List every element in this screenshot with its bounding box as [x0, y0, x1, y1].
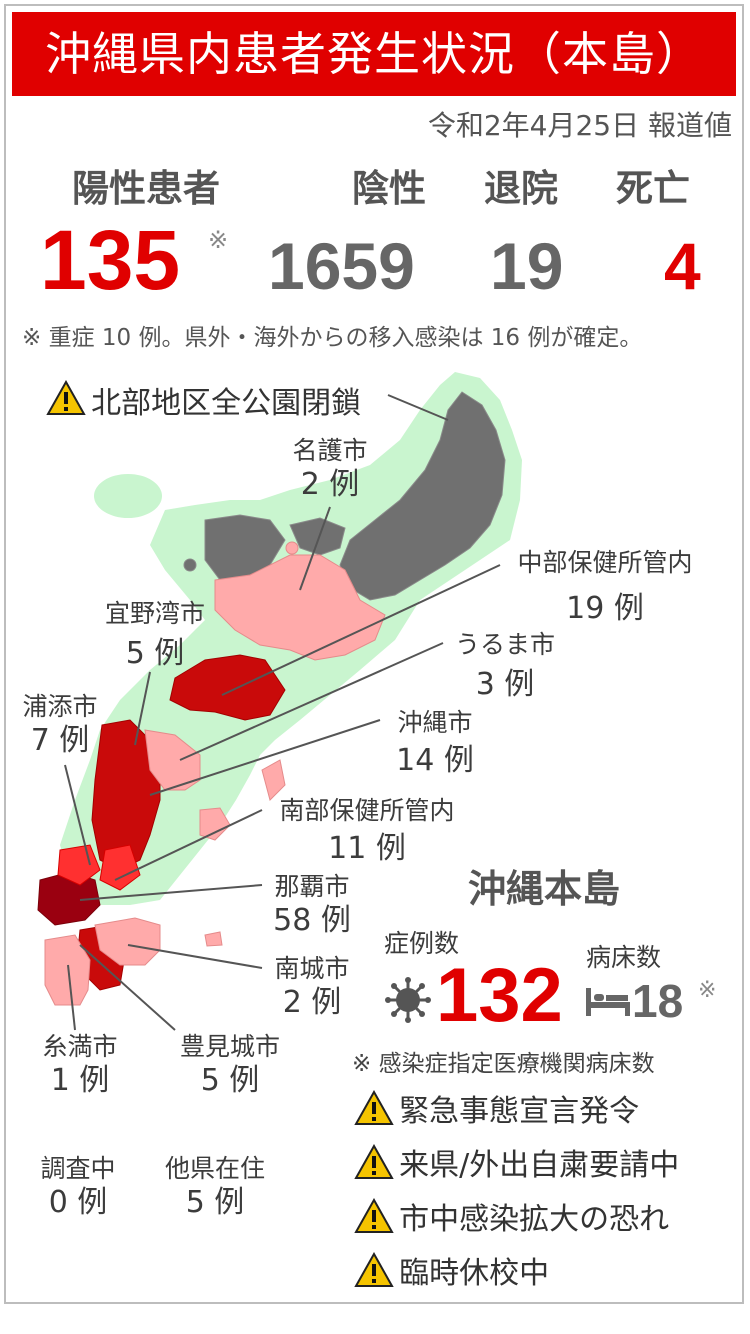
alert-text: 市中感染拡大の恐れ: [399, 1202, 670, 1237]
alert-list: 緊急事態宣言発令 来県/外出自粛要請中 市中感染拡大の恐れ 臨時休校中: [354, 1086, 679, 1302]
region-name: 糸満市: [42, 1032, 118, 1061]
bed-icon: [586, 986, 630, 1020]
positive-label: 陽性患者: [72, 167, 220, 210]
region-count: 5 例: [200, 1063, 260, 1098]
main-island-heading: 沖縄本島: [468, 867, 621, 911]
cases-value: 132: [436, 953, 563, 1038]
region-count: 7 例: [30, 723, 90, 758]
leader-lines: [64, 394, 501, 1031]
bright-red-patches: [57, 844, 141, 891]
region-name: 調査中: [40, 1154, 116, 1183]
warning-icon: [354, 1197, 394, 1233]
warning-icon: [354, 1143, 394, 1179]
page-title: 沖縄県内患者発生状況（本島）: [12, 12, 736, 96]
region-uruma: うるま市 3 例: [440, 628, 570, 702]
region-name: 浦添市: [22, 692, 98, 721]
region-name: 沖縄市: [397, 708, 473, 737]
region-count: 0 例: [48, 1185, 108, 1220]
region-nanjo: 南城市 2 例: [262, 952, 362, 1020]
region-other-pref: 他県在住 5 例: [150, 1152, 280, 1220]
region-count: 2 例: [282, 985, 342, 1020]
region-naha: 那覇市 58 例: [262, 870, 362, 938]
discharged-value: 19: [490, 229, 564, 303]
region-name: 他県在住: [164, 1154, 265, 1183]
alert-item: 来県/外出自粛要請中: [354, 1140, 679, 1194]
warning-icon: [46, 379, 86, 420]
positive-value: 135: [40, 213, 181, 307]
north-region: [183, 391, 506, 601]
warning-icon: [354, 1089, 394, 1125]
severe-footnote: ※ 重症 10 例。県外・海外からの移入感染は 16 例が確定。: [22, 325, 643, 351]
region-itoman: 糸満市 1 例: [30, 1030, 130, 1098]
alert-item: 市中感染拡大の恐れ: [354, 1194, 679, 1248]
region-chubu: 中部保健所管内 19 例: [500, 546, 710, 626]
nago-region: [214, 541, 386, 661]
warning-icon: [354, 1251, 394, 1287]
region-okinawa: 沖縄市 14 例: [380, 706, 490, 778]
negative-value: 1659: [268, 229, 415, 303]
region-count: 14 例: [396, 743, 474, 778]
region-count: 58 例: [273, 903, 351, 938]
negative-label: 陰性: [352, 167, 426, 210]
region-count: 5 例: [125, 636, 185, 671]
alert-text: 臨時休校中: [399, 1256, 550, 1291]
region-count: 19 例: [566, 591, 644, 626]
virus-icon: [384, 976, 432, 1028]
region-count: 2 例: [300, 467, 360, 502]
region-name: 豊見城市: [179, 1032, 280, 1061]
region-ginowan: 宜野湾市 5 例: [90, 597, 220, 671]
beds-mark: ※: [698, 978, 717, 1003]
region-tomigusuku: 豊見城市 5 例: [160, 1030, 300, 1098]
region-name: うるま市: [454, 630, 555, 659]
central-region: [77, 654, 286, 991]
cases-label: 症例数: [384, 929, 460, 958]
alert-text: 緊急事態宣言発令: [399, 1094, 640, 1129]
beds-label: 病床数: [586, 943, 662, 972]
report-date: 令和2年4月25日 報道値: [427, 109, 732, 142]
region-name: 中部保健所管内: [517, 548, 693, 577]
pink-central: [44, 729, 286, 1006]
beds-note: ※ 感染症指定医療機関病床数: [352, 1051, 655, 1077]
region-count: 5 例: [185, 1185, 245, 1220]
region-name: 宜野湾市: [104, 599, 205, 628]
region-name: 名護市: [292, 436, 368, 465]
region-investigating: 調査中 0 例: [28, 1152, 128, 1220]
map-warning: 北部地区全公園閉鎖: [46, 378, 361, 422]
beds-value: 18: [632, 975, 684, 1027]
region-count: 1 例: [50, 1063, 110, 1098]
region-nanbu: 南部保健所管内 11 例: [262, 794, 472, 866]
region-name: 南城市: [274, 954, 350, 983]
deaths-label: 死亡: [616, 167, 690, 210]
region-name: 南部保健所管内: [279, 796, 455, 825]
deaths-value: 4: [664, 229, 701, 303]
region-nago: 名護市 2 例: [270, 434, 390, 502]
region-count: 11 例: [328, 831, 406, 866]
discharged-label: 退院: [484, 167, 558, 210]
alert-item: 緊急事態宣言発令: [354, 1086, 679, 1140]
positive-mark: ※: [208, 226, 229, 254]
region-name: 那覇市: [274, 872, 350, 901]
alert-text: 来県/外出自粛要請中: [399, 1148, 680, 1183]
region-urasoe: 浦添市 7 例: [10, 690, 110, 758]
map-warning-text: 北部地区全公園閉鎖: [91, 386, 362, 421]
region-count: 3 例: [475, 667, 535, 702]
alert-item: 臨時休校中: [354, 1248, 679, 1302]
